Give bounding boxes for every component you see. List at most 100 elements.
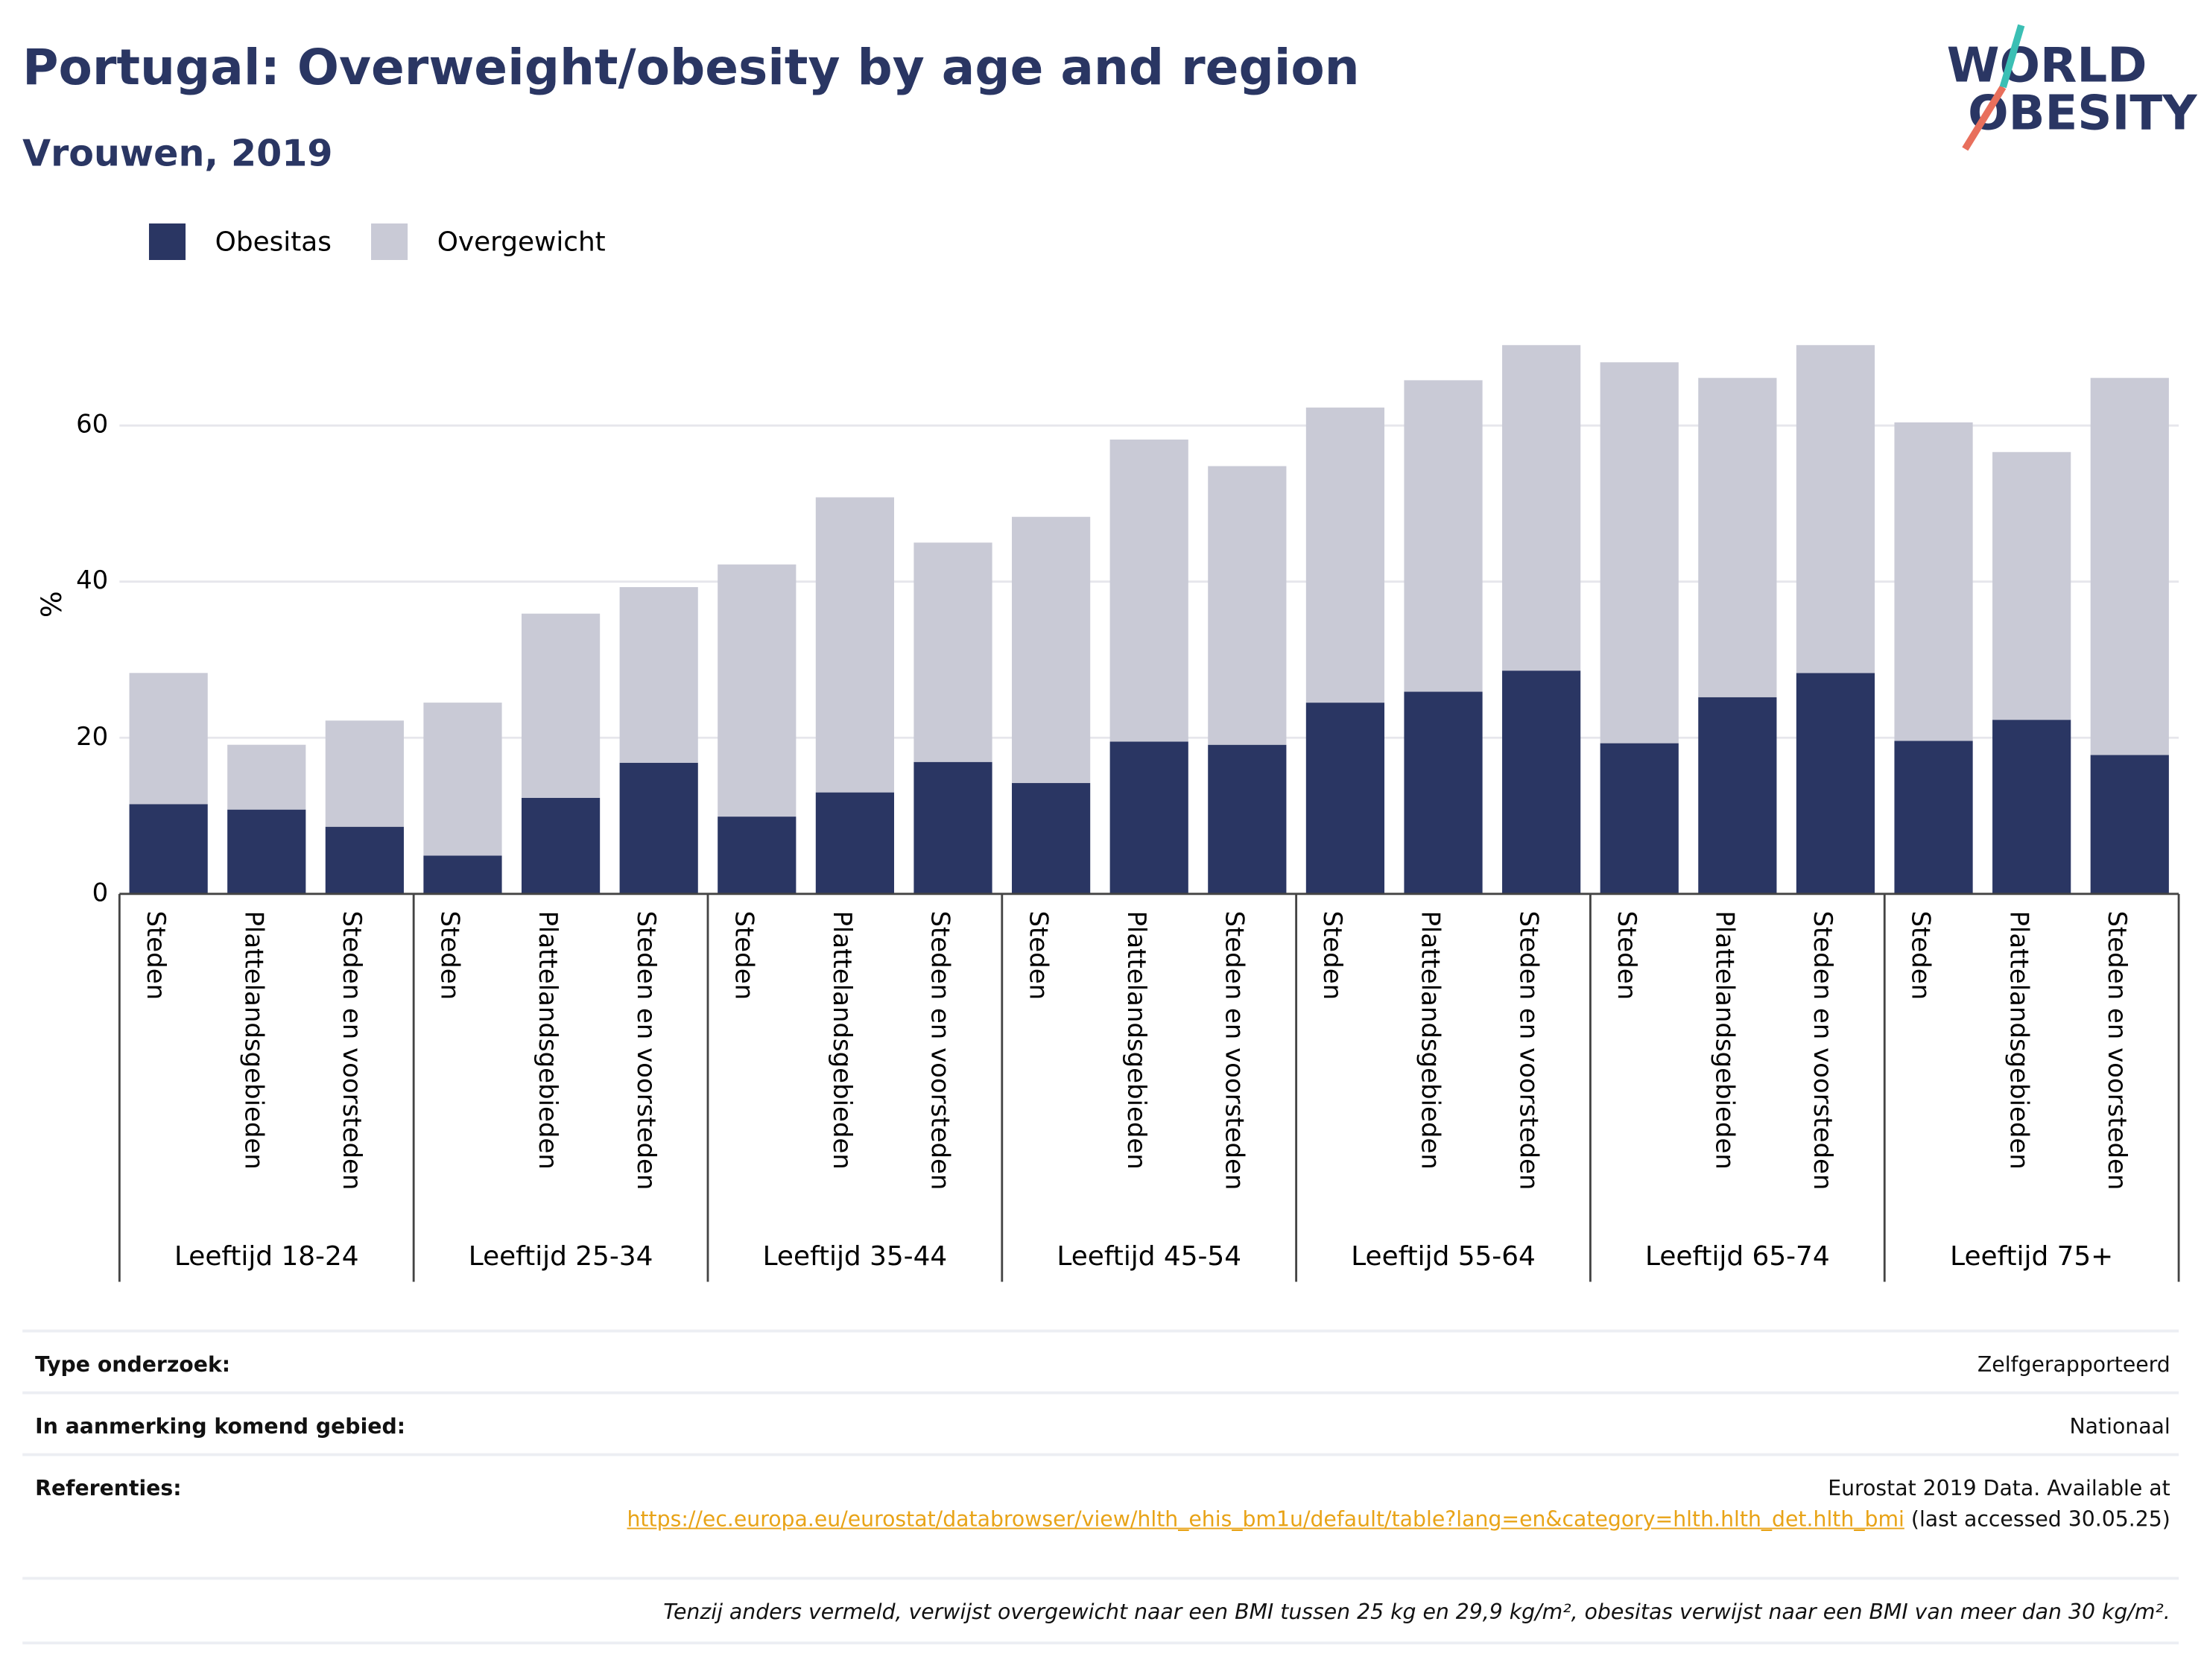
legend-swatch: [371, 223, 408, 261]
group-label: Leeftijd 75+: [1950, 1241, 2113, 1272]
bar-segment: [521, 797, 601, 894]
x-tick-label: Steden en voorsteden: [1808, 910, 1837, 1190]
x-tick-label: Plattelandsgebieden: [533, 910, 563, 1169]
reference-text: Eurostat 2019 Data. Available at: [1828, 1475, 2170, 1501]
x-tick-label: Plattelandsgebieden: [1416, 910, 1445, 1169]
info-row: Referenties: Eurostat 2019 Data. Availabl…: [22, 1453, 2179, 1580]
x-tick-label: Steden en voorsteden: [337, 910, 367, 1190]
bar-segment: [1109, 440, 1188, 742]
info-row: Type onderzoek: Zelfgerapporteerd: [22, 1329, 2179, 1395]
bar-segment: [815, 792, 894, 894]
y-tick-label: 0: [92, 878, 109, 907]
logo-slash: [1999, 24, 2025, 89]
legend-swatch: [148, 223, 186, 261]
bar-segment: [1012, 516, 1091, 784]
info-row: In aanmerking komend gebied: Nationaal: [22, 1391, 2179, 1456]
bar-segment: [1208, 466, 1287, 745]
y-tick-label: 20: [76, 722, 108, 752]
info-value: Zelfgerapporteerd: [1977, 1351, 2170, 1378]
reference-text: (last accessed 30.05.25): [1910, 1506, 2170, 1532]
bar-segment: [325, 826, 404, 894]
bar-segment: [423, 703, 502, 856]
y-axis-label: %: [35, 591, 68, 618]
bar-segment: [227, 809, 306, 894]
group-label: Leeftijd 25-34: [469, 1241, 653, 1272]
chart: Portugal: Overweight/obesity by age and …: [22, 24, 2198, 1282]
bar-segment: [619, 587, 698, 763]
info-row: Tenzij anders vermeld, verwijst overgewi…: [22, 1576, 2179, 1645]
x-tick-label: Plattelandsgebieden: [827, 910, 857, 1169]
legend-label: Overgewicht: [437, 226, 606, 257]
bar-segment: [1502, 671, 1581, 894]
x-tick-label: Steden: [1906, 910, 1936, 1000]
info-value: Eurostat 2019 Data. Available at https://…: [582, 1473, 2170, 1535]
info-label: Type onderzoek:: [35, 1351, 231, 1378]
reference-link[interactable]: https://ec.europa.eu/eurostat/databrowse…: [627, 1506, 1904, 1532]
x-tick-label: Plattelandsgebieden: [2004, 910, 2033, 1169]
bar-segment: [1012, 783, 1091, 894]
group-label: Leeftijd 18-24: [174, 1241, 359, 1272]
x-tick-label: Steden: [1612, 910, 1641, 1000]
bar-segment: [1894, 741, 1973, 894]
group-label: Leeftijd 55-64: [1351, 1241, 1536, 1272]
bar-segment: [1109, 741, 1188, 894]
x-tick-label: Steden en voorsteden: [2102, 910, 2132, 1190]
x-tick-label: Steden en voorsteden: [1219, 910, 1249, 1190]
group-label: Leeftijd 45-54: [1057, 1241, 1241, 1272]
x-tick-label: Steden: [729, 910, 759, 1000]
bar-segment: [2090, 378, 2169, 755]
info-value: Nationaal: [2069, 1413, 2170, 1439]
bar-segment: [1698, 697, 1777, 894]
y-tick-label: 60: [76, 410, 108, 440]
bar-segment: [1992, 451, 2071, 720]
bar-segment: [1404, 691, 1483, 894]
bar-segment: [1208, 744, 1287, 894]
y-tick-label: 40: [76, 565, 108, 595]
bar-segment: [423, 855, 502, 894]
bar-segment: [325, 720, 404, 827]
bar-segment: [129, 673, 208, 805]
bar-segment: [1894, 422, 1973, 741]
x-tick-label: Plattelandsgebieden: [1709, 910, 1739, 1169]
bar-segment: [1502, 345, 1581, 671]
chart-subtitle: Vrouwen, 2019: [22, 132, 332, 175]
bar-segment: [1600, 743, 1679, 894]
bar-segment: [1992, 720, 2071, 894]
bar-segment: [1796, 673, 1875, 894]
bar-segment: [521, 613, 601, 798]
bar-segment: [1305, 408, 1385, 703]
x-tick-label: Steden en voorsteden: [1513, 910, 1543, 1190]
x-tick-label: Steden en voorsteden: [925, 910, 955, 1190]
bar-segment: [718, 564, 797, 817]
logo-slash: [1962, 85, 2007, 151]
x-tick-label: Steden: [1317, 910, 1347, 1000]
bar-segment: [227, 744, 306, 810]
logo-text: WORLD: [1947, 37, 2147, 93]
legend-label: Obesitas: [215, 226, 332, 257]
bar-segment: [1305, 703, 1385, 894]
bar-segment: [815, 497, 894, 793]
x-tick-label: Plattelandsgebieden: [1121, 910, 1151, 1169]
x-tick-label: Steden: [435, 910, 465, 1000]
bar-segment: [913, 542, 992, 762]
bar-segment: [718, 817, 797, 894]
logo-text: OBESITY: [1968, 86, 2198, 142]
footnote: Tenzij anders vermeld, verwijst overgewi…: [663, 1599, 2170, 1625]
bar-segment: [129, 804, 208, 894]
bar-segment: [619, 762, 698, 894]
x-tick-label: Steden: [1023, 910, 1053, 1000]
bar-segment: [913, 761, 992, 894]
group-label: Leeftijd 65-74: [1645, 1241, 1830, 1272]
x-tick-label: Steden en voorsteden: [631, 910, 661, 1190]
bar-segment: [1698, 378, 1777, 697]
bar-segment: [1796, 345, 1875, 673]
bar-segment: [1404, 380, 1483, 692]
group-label: Leeftijd 35-44: [763, 1241, 948, 1272]
x-tick-label: Plattelandsgebieden: [238, 910, 268, 1169]
bar-segment: [2090, 755, 2169, 894]
chart-title: Portugal: Overweight/obesity by age and …: [22, 39, 1360, 96]
x-tick-label: Steden: [141, 910, 171, 1000]
info-label: In aanmerking komend gebied:: [35, 1413, 406, 1439]
bar-segment: [1600, 362, 1679, 744]
